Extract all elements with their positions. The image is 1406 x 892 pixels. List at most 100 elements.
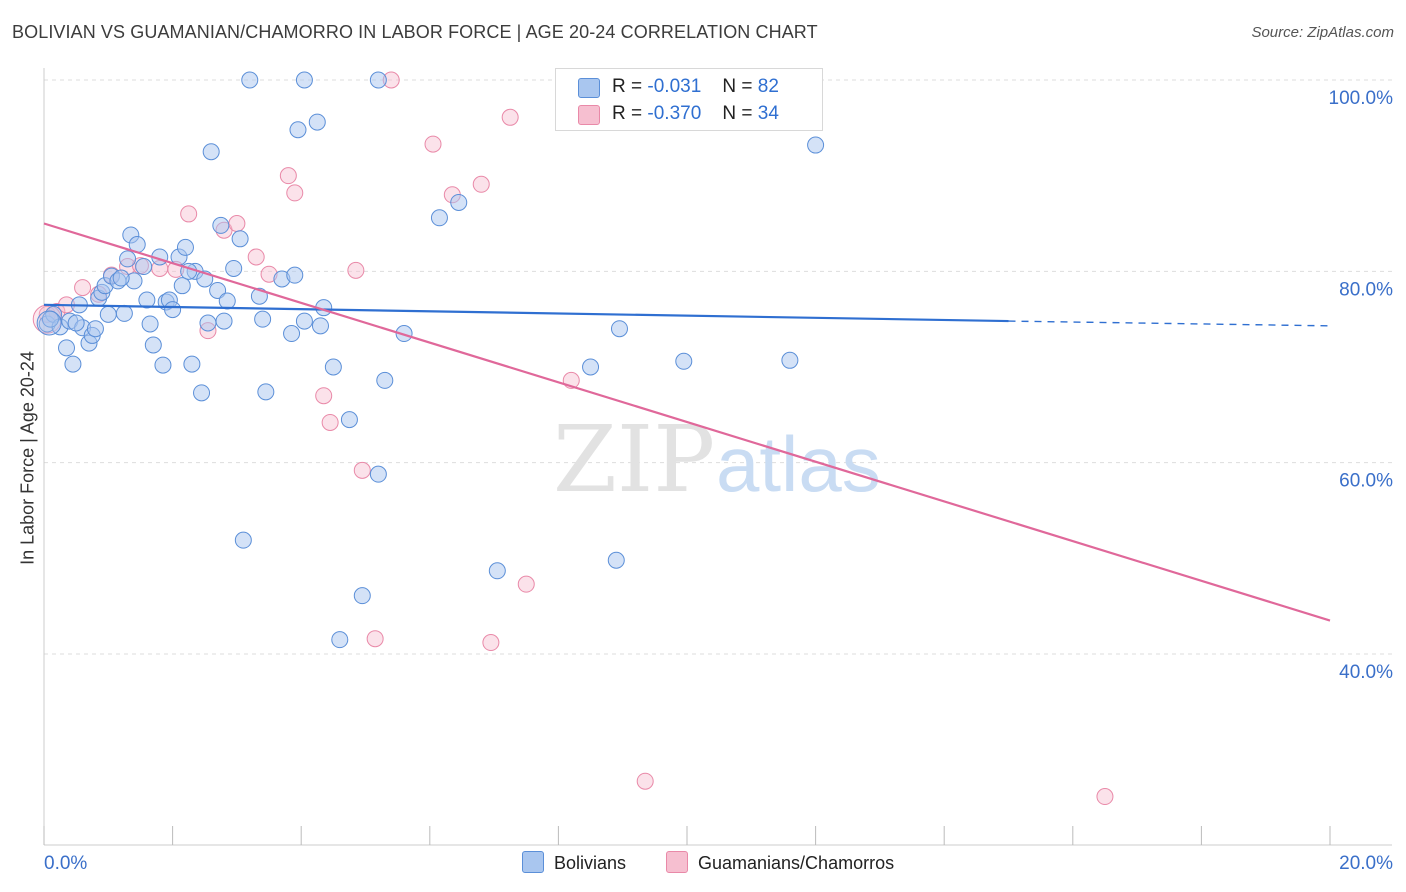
legend-swatch-bolivians <box>578 78 600 98</box>
bolivian-point <box>86 320 104 338</box>
bolivian-point <box>164 301 182 319</box>
bolivian-point <box>112 269 130 287</box>
bolivian-point <box>141 315 159 333</box>
bolivian-point <box>119 250 137 268</box>
bolivian-point <box>215 312 233 330</box>
bottom-legend-label-bolivians: Bolivians <box>554 853 627 873</box>
guamanian-point <box>501 108 519 126</box>
y-tick-label: 60.0% <box>1339 471 1393 492</box>
bolivian-point <box>488 562 506 580</box>
bolivian-point-large <box>36 310 62 336</box>
bottom-legend-swatch-guamanians <box>666 851 688 873</box>
bolivian-point <box>286 266 304 284</box>
bolivian-point <box>64 355 82 373</box>
correlation-legend: R = -0.031 N = 82 R = -0.370 N = 34 <box>555 68 823 131</box>
bolivian-point <box>781 351 799 369</box>
bolivian-point <box>331 631 349 649</box>
watermark-zip: ZIP <box>553 406 715 513</box>
bolivian-points <box>36 71 825 649</box>
guamanian-point <box>1096 788 1114 806</box>
bolivian-trend-line <box>43 303 1009 323</box>
guamanian-point <box>247 248 265 266</box>
guamanian-point <box>517 575 535 593</box>
bolivian-point <box>807 136 825 154</box>
y-tick-label: 80.0% <box>1339 279 1393 300</box>
chart-title: BOLIVIAN VS GUAMANIAN/CHAMORRO IN LABOR … <box>12 22 818 42</box>
bolivian-point <box>115 304 133 322</box>
bolivian-point <box>202 143 220 161</box>
guamanian-point <box>74 279 92 297</box>
guamanian-trend-line <box>43 222 1331 622</box>
bottom-legend-bolivians: Bolivians <box>522 851 626 874</box>
bolivian-point <box>183 355 201 373</box>
legend-swatch-guamanians <box>578 105 600 125</box>
bolivian-point <box>369 71 387 89</box>
bolivian-point <box>295 71 313 89</box>
y-tick-label: 100.0% <box>1329 88 1394 109</box>
bottom-legend-guamanians: Guamanians/Chamorros <box>666 851 894 874</box>
legend-n-value-bolivians: 82 <box>757 76 779 97</box>
bolivian-point <box>308 113 326 131</box>
bolivian-point <box>212 216 230 234</box>
gridlines <box>44 79 1392 655</box>
bolivian-point <box>58 339 76 357</box>
bolivian-point <box>199 314 217 332</box>
y-tick-label: 40.0% <box>1339 662 1393 683</box>
bolivian-point <box>607 551 625 569</box>
bolivian-point <box>369 465 387 483</box>
bolivian-point <box>135 258 153 276</box>
bolivian-point <box>144 336 162 354</box>
bolivian-point <box>254 310 272 328</box>
guamanian-point <box>482 634 500 652</box>
guamanian-point <box>353 461 371 479</box>
bolivian-point <box>154 356 172 374</box>
watermark: ZIP atlas <box>553 406 881 513</box>
bolivian-point <box>67 314 85 332</box>
bolivian-trend-extension <box>1008 320 1331 327</box>
bolivian-point <box>289 121 307 139</box>
tick-labels: 100.0% 80.0% 60.0% 40.0% 0.0% 20.0% <box>44 88 1393 874</box>
bolivian-point <box>311 317 329 335</box>
bolivian-point <box>295 312 313 330</box>
bottom-legend-swatch-bolivians <box>522 851 544 873</box>
legend-r-value-guamanians: -0.370 <box>647 103 702 124</box>
legend-r-label: R = <box>612 76 643 97</box>
bolivian-point <box>353 587 371 605</box>
guamanian-point <box>321 413 339 431</box>
bottom-legend-label-guamanians: Guamanians/Chamorros <box>698 853 895 873</box>
guamanian-point <box>180 205 198 223</box>
x-tick-label-min: 0.0% <box>44 853 87 874</box>
bolivian-point <box>675 352 693 370</box>
bolivian-point <box>450 193 468 211</box>
x-tick-label-max: 20.0% <box>1339 853 1393 874</box>
legend-n-label: N = <box>722 76 753 97</box>
bolivian-point <box>430 209 448 227</box>
bolivian-point <box>376 371 394 389</box>
guamanian-point <box>347 261 365 279</box>
guamanian-point <box>366 630 384 648</box>
bolivian-point <box>218 292 236 310</box>
bolivian-point <box>209 281 227 299</box>
bolivian-point <box>99 305 117 323</box>
bolivian-point <box>582 358 600 376</box>
bolivian-point <box>257 383 275 401</box>
guamanian-point <box>315 387 333 405</box>
bolivian-point <box>340 411 358 429</box>
bolivian-point <box>241 71 259 89</box>
chart-source: Source: ZipAtlas.com <box>1251 24 1394 41</box>
legend-n-value-guamanians: 34 <box>757 103 779 124</box>
bolivian-point <box>193 384 211 402</box>
bolivian-point <box>283 325 301 343</box>
axes <box>43 68 1392 846</box>
legend-r-label: R = <box>612 103 643 124</box>
guamanian-point <box>424 135 442 153</box>
legend-n-label: N = <box>722 103 753 124</box>
bolivian-point <box>138 291 156 309</box>
bolivian-point <box>610 320 628 338</box>
bolivian-point <box>225 259 243 277</box>
guamanian-point <box>279 167 297 185</box>
bolivian-point <box>176 238 194 256</box>
bolivian-point <box>173 277 191 295</box>
guamanian-point <box>636 772 654 790</box>
guamanian-point <box>228 215 246 232</box>
